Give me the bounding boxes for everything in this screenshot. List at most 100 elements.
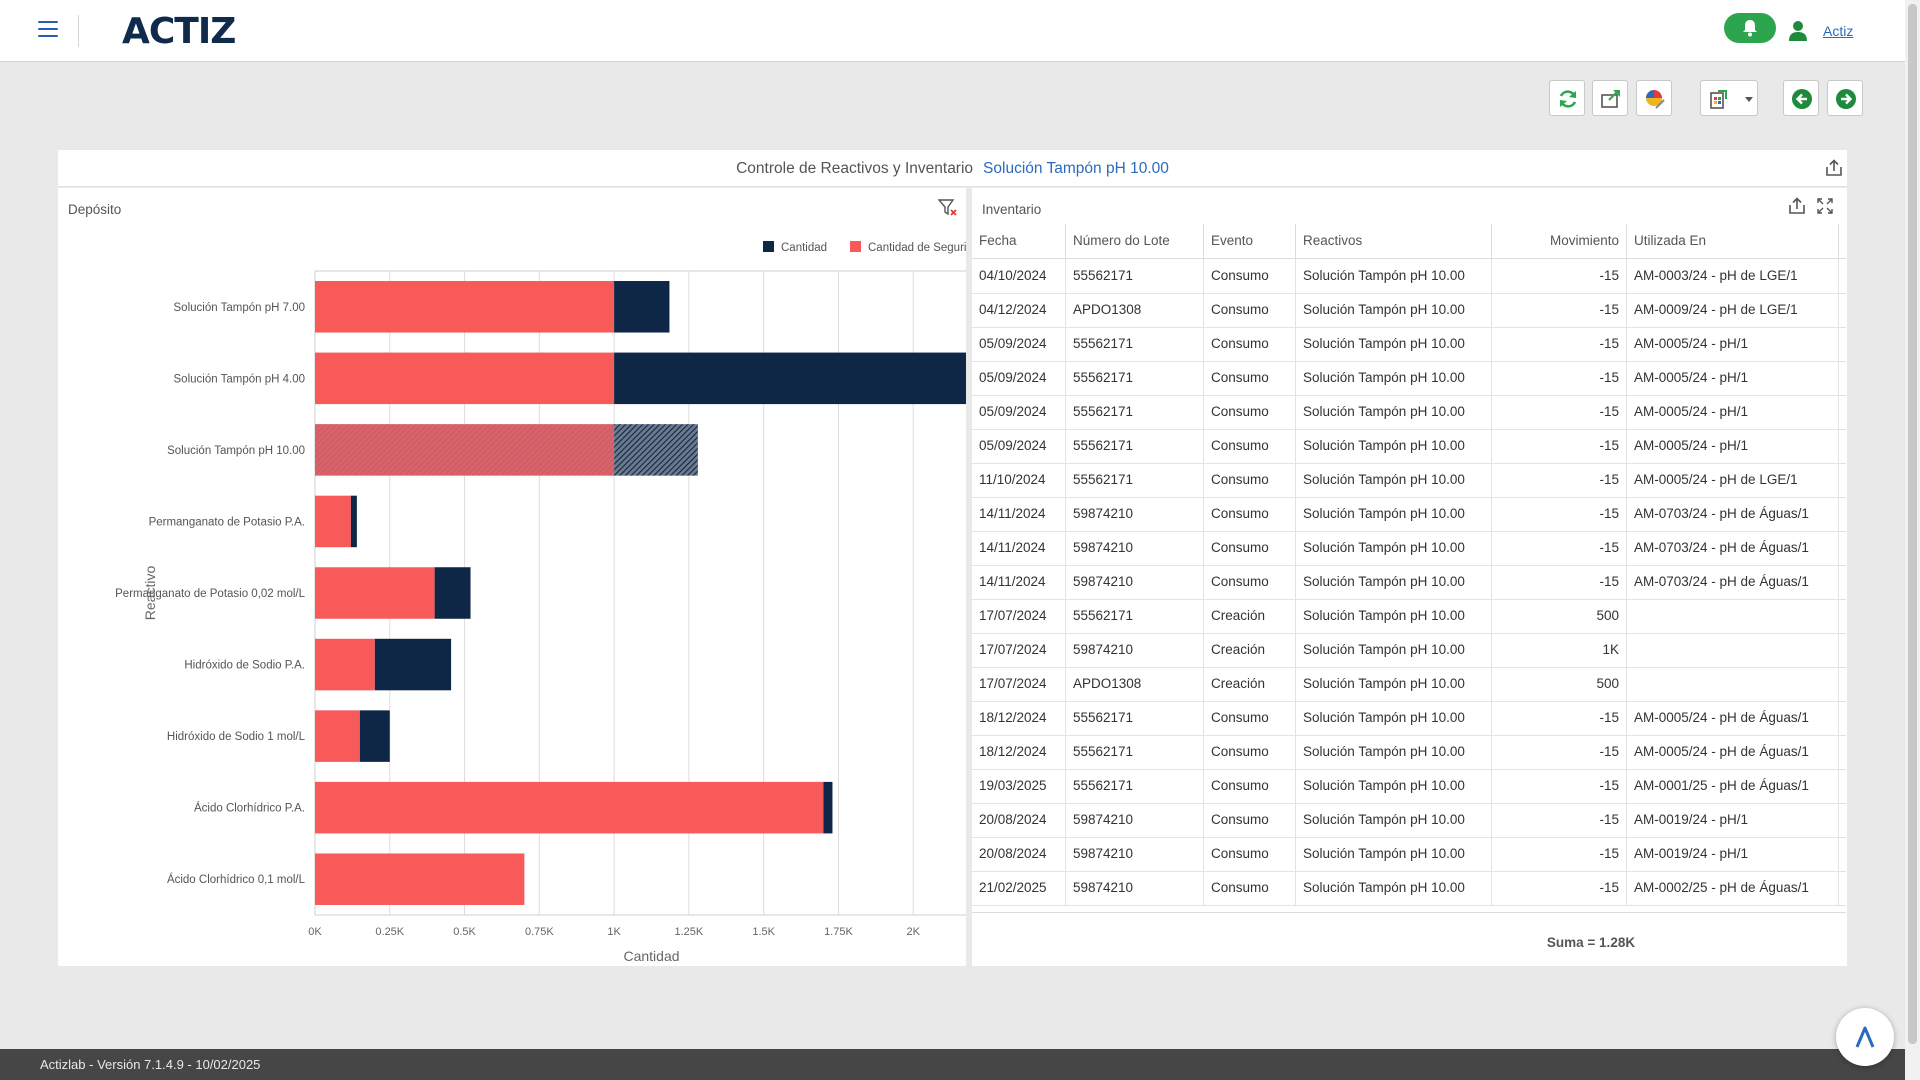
notifications-button[interactable] (1724, 13, 1776, 43)
table-row[interactable]: 11/10/2024 55562171 Consumo Solución Tampón… (972, 463, 1846, 498)
table-cell: 55562171 (1066, 735, 1204, 769)
user-icon[interactable] (1788, 20, 1808, 42)
table-cell: 14/11/2024 (972, 565, 1066, 599)
table-cell: AM-0005/24 - pH/1 (1627, 361, 1839, 395)
table-cell: Consumo (1204, 463, 1296, 497)
table-cell: Consumo (1204, 293, 1296, 327)
table-cell: AM-0005/24 - pH de LGE/1 (1627, 463, 1839, 497)
legend-label-cantidad-de-seguridad: Cantidad de Seguridad (868, 242, 966, 254)
x-tick-label: 1.25K (675, 926, 704, 938)
table-cell: 17/07/2024 (972, 667, 1066, 701)
table-cell: Consumo (1204, 837, 1296, 871)
table-cell: Solución Tampón pH 10.00 (1296, 701, 1492, 735)
clear-filter-icon[interactable] (938, 199, 958, 217)
table-cell: Solución Tampón pH 10.00 (1296, 395, 1492, 429)
table-cell: Consumo (1204, 565, 1296, 599)
column-header[interactable]: Fecha (972, 224, 1066, 258)
table-row[interactable]: 14/11/2024 59874210 Consumo Solución Tampón… (972, 497, 1846, 532)
grid-body[interactable]: 04/10/2024 55562171 Consumo Solución Tampón… (972, 259, 1846, 907)
table-cell: -15 (1492, 429, 1627, 463)
table-row[interactable]: 05/09/2024 55562171 Consumo Solución Tampón… (972, 395, 1846, 430)
table-row[interactable]: 05/09/2024 55562171 Consumo Solución Tampón… (972, 361, 1846, 396)
expand-icon[interactable] (1817, 198, 1833, 214)
table-cell (1627, 599, 1839, 633)
forward-button[interactable] (1827, 80, 1863, 116)
chart-report-button[interactable] (1636, 80, 1672, 116)
table-row[interactable]: 19/03/2025 55562171 Consumo Solución Tampón… (972, 769, 1846, 804)
bar-cantidad (823, 781, 833, 834)
table-row[interactable]: 18/12/2024 55562171 Consumo Solución Tampón… (972, 701, 1846, 736)
table-row[interactable]: 18/12/2024 55562171 Consumo Solución Tampón… (972, 735, 1846, 770)
column-header[interactable]: Movimiento (1492, 224, 1627, 258)
table-cell: Creación (1204, 633, 1296, 667)
actiz-logo-icon (1855, 1026, 1875, 1048)
selected-filter[interactable]: Solución Tampón pH 10.00 (983, 160, 1169, 177)
table-cell: -15 (1492, 497, 1627, 531)
table-cell: 55562171 (1066, 259, 1204, 293)
y-category-label: Ácido Clorhídrico P.A. (194, 802, 305, 815)
table-cell: Solución Tampón pH 10.00 (1296, 871, 1492, 905)
legend-swatch-cantidad (763, 241, 774, 252)
table-row[interactable]: 17/07/2024 APDO1308 Creación Solución Tampó… (972, 667, 1846, 702)
table-cell: -15 (1492, 259, 1627, 293)
export-button[interactable] (1592, 80, 1628, 116)
table-row[interactable]: 05/09/2024 55562171 Consumo Solución Tampón… (972, 327, 1846, 362)
total-summary: Suma = 1.28K (1546, 935, 1636, 950)
table-cell: AM-0005/24 - pH/1 (1627, 429, 1839, 463)
deposito-chart[interactable]: 0K0.25K0.5K0.75K1K1.25K1.5K1.75K2K2.25KS… (58, 188, 966, 966)
table-cell: Solución Tampón pH 10.00 (1296, 497, 1492, 531)
table-cell: 05/09/2024 (972, 395, 1066, 429)
table-row[interactable]: 04/10/2024 55562171 Consumo Solución Tampón… (972, 259, 1846, 294)
version-text: Actizlab - Versión 7.1.4.9 - 10/02/2025 (40, 1057, 261, 1072)
table-cell: -15 (1492, 293, 1627, 327)
user-link[interactable]: Actiz (1823, 23, 1854, 39)
column-header[interactable]: Utilizada En (1627, 224, 1839, 258)
layout-icon (1710, 90, 1727, 109)
table-cell: -15 (1492, 837, 1627, 871)
table-row[interactable]: 20/08/2024 59874210 Consumo Solución Tampón… (972, 837, 1846, 872)
x-tick-label: 0.75K (525, 926, 554, 938)
table-cell: 17/07/2024 (972, 599, 1066, 633)
legend-swatch-cantidad-de-seguridad (850, 241, 861, 252)
table-cell: -15 (1492, 701, 1627, 735)
table-cell: 18/12/2024 (972, 701, 1066, 735)
table-row[interactable]: 17/07/2024 55562171 Creación Solución Tampó… (972, 599, 1846, 634)
layout-dropdown-button[interactable] (1700, 80, 1758, 116)
scrollbar[interactable] (1905, 0, 1920, 1080)
table-cell: 17/07/2024 (972, 633, 1066, 667)
column-header[interactable]: Evento (1204, 224, 1296, 258)
bar-cantidad (374, 638, 452, 691)
share-icon[interactable] (1825, 159, 1843, 177)
table-cell: Solución Tampón pH 10.00 (1296, 769, 1492, 803)
menu-icon[interactable] (38, 21, 58, 39)
table-row[interactable]: 05/09/2024 55562171 Consumo Solución Tampón… (972, 429, 1846, 464)
table-row[interactable]: 14/11/2024 59874210 Consumo Solución Tampón… (972, 531, 1846, 566)
table-cell: AM-0005/24 - pH/1 (1627, 327, 1839, 361)
assistant-button[interactable] (1836, 1008, 1894, 1066)
table-row[interactable]: 20/08/2024 59874210 Consumo Solución Tampón… (972, 803, 1846, 838)
column-header[interactable]: Reactivos (1296, 224, 1492, 258)
dashboard-header: Controle de Reactivos y Inventario Soluci… (58, 150, 1847, 187)
table-row[interactable]: 17/07/2024 59874210 Creación Solución Tampó… (972, 633, 1846, 668)
bar-cantidad (614, 424, 698, 476)
bar-cantidad-de-seguridad (315, 281, 615, 333)
dashboard-title-text: Controle de Reactivos y Inventario (736, 160, 974, 177)
table-cell: -15 (1492, 361, 1627, 395)
table-row[interactable]: 14/11/2024 59874210 Consumo Solución Tampón… (972, 565, 1846, 600)
bar-cantidad-de-seguridad (315, 567, 435, 619)
y-category-label: Solución Tampón pH 4.00 (174, 373, 306, 385)
table-cell: Consumo (1204, 803, 1296, 837)
table-cell: 55562171 (1066, 701, 1204, 735)
x-tick-label: 1K (607, 926, 621, 938)
table-cell: 500 (1492, 667, 1627, 701)
table-cell: AM-0003/24 - pH de LGE/1 (1627, 259, 1839, 293)
table-row[interactable]: 04/12/2024 APDO1308 Consumo Solución Tampón… (972, 293, 1846, 328)
table-cell: 55562171 (1066, 327, 1204, 361)
column-header[interactable]: Número do Lote (1066, 224, 1204, 258)
back-button[interactable] (1783, 80, 1819, 116)
table-cell: 55562171 (1066, 599, 1204, 633)
refresh-button[interactable] (1549, 80, 1585, 116)
table-row[interactable]: 21/02/2025 59874210 Consumo Solución Tampón… (972, 871, 1846, 906)
share-icon[interactable] (1788, 197, 1806, 215)
legend-label-cantidad: Cantidad (781, 242, 827, 254)
